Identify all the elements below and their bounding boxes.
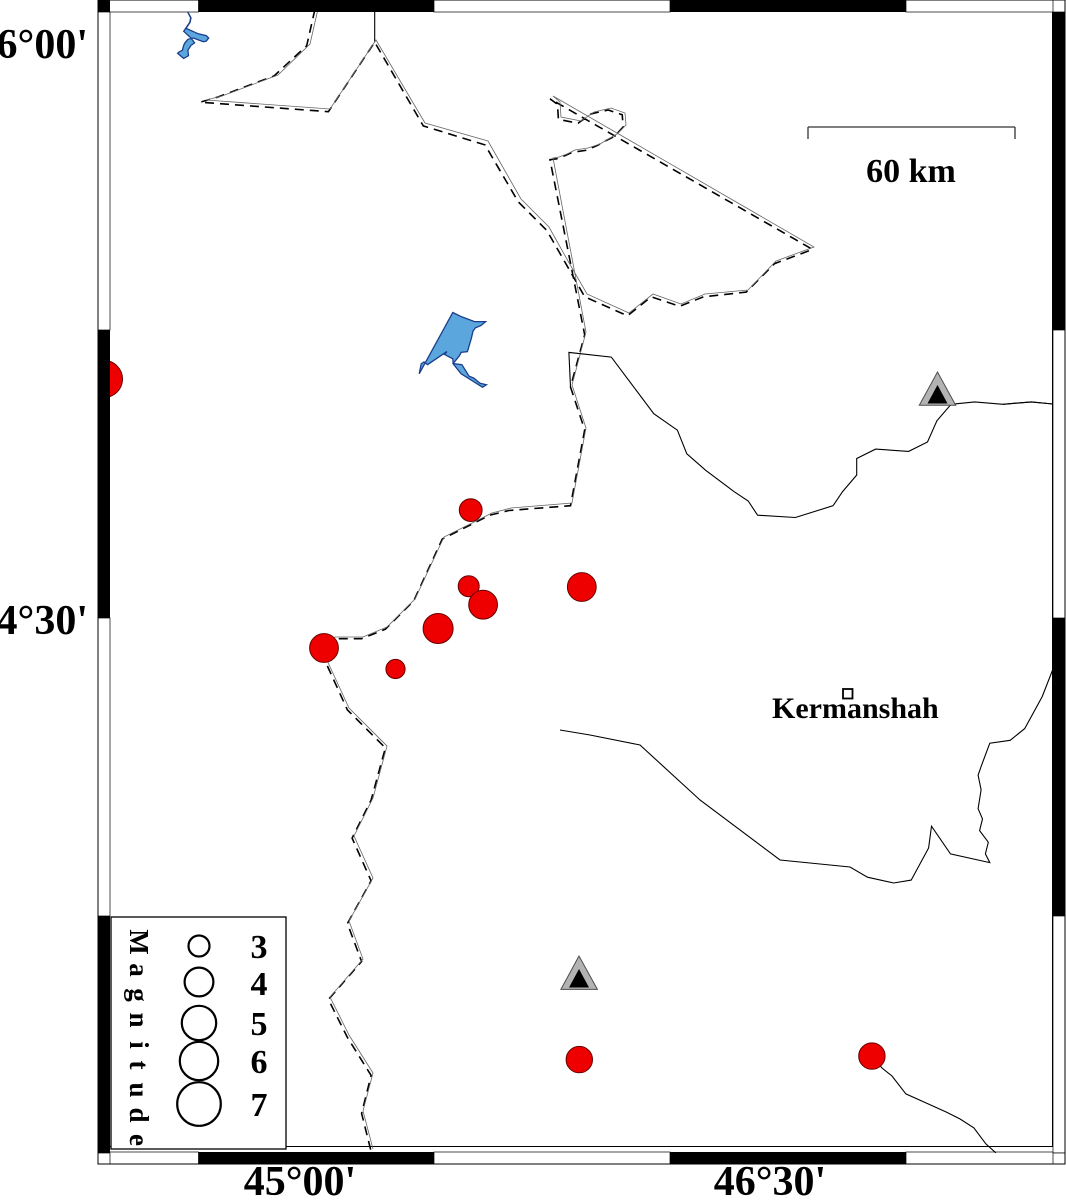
svg-text:d: d [124,1107,154,1122]
svg-text:46°30': 46°30' [714,1159,826,1202]
svg-text:7: 7 [251,1087,268,1124]
svg-text:i: i [124,1041,154,1049]
svg-text:5: 5 [251,1006,268,1043]
svg-text:Kermanshah: Kermanshah [772,692,939,725]
svg-text:a: a [124,963,154,977]
svg-text:t: t [124,1061,154,1070]
svg-text:u: u [124,1082,154,1097]
svg-text:45°00': 45°00' [244,1159,356,1202]
svg-text:e: e [124,1134,154,1146]
svg-text:3: 3 [251,929,268,966]
svg-text:g: g [124,988,154,1002]
svg-text:4: 4 [251,966,268,1003]
svg-text:M: M [124,929,154,954]
svg-text:60 km: 60 km [866,153,956,190]
svg-text:n: n [124,1012,154,1027]
svg-text:34°30': 34°30' [0,598,88,644]
svg-text:36°00': 36°00' [0,22,88,68]
svg-text:6: 6 [251,1044,268,1081]
